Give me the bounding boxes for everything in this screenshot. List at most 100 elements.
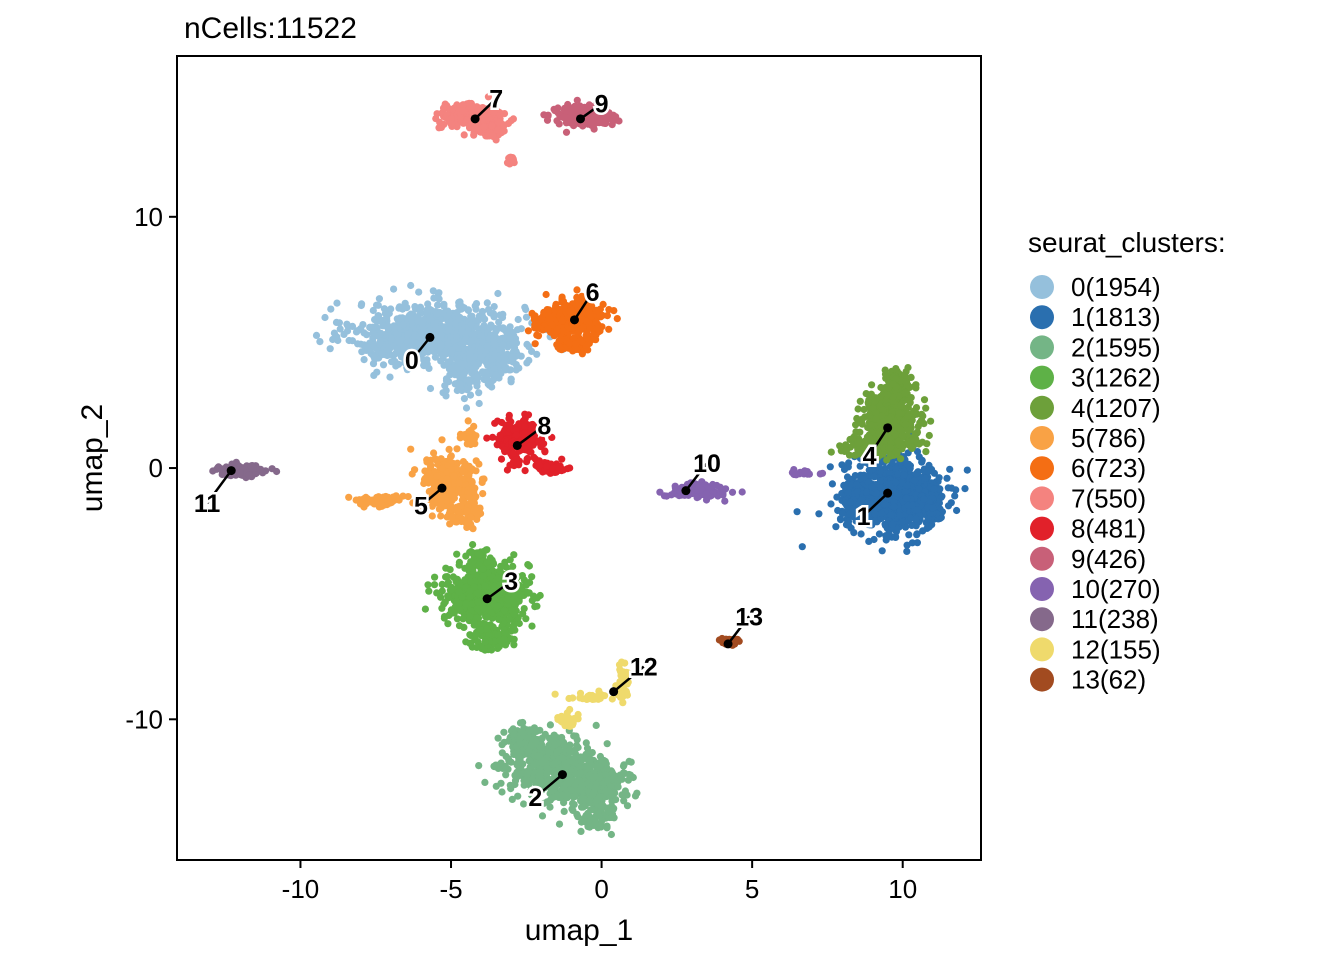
point-cluster-2 (519, 729, 527, 737)
point-cluster-3 (475, 550, 483, 559)
point-cluster-3 (525, 562, 534, 570)
point-cluster-0 (447, 346, 456, 354)
point-cluster-0 (458, 328, 466, 336)
point-cluster-4 (918, 410, 926, 418)
point-cluster-4 (920, 396, 929, 404)
point-cluster-1 (911, 476, 919, 485)
point-cluster-0 (330, 329, 338, 337)
point-cluster-1 (913, 539, 922, 547)
point-cluster-0 (352, 328, 361, 336)
point-cluster-0 (409, 338, 417, 346)
point-cluster-1 (888, 520, 896, 529)
point-cluster-5 (363, 499, 371, 507)
point-cluster-3 (466, 612, 474, 620)
point-cluster-0 (452, 332, 461, 341)
point-cluster-2 (519, 760, 527, 768)
point-cluster-2 (577, 762, 585, 770)
point-cluster-2 (589, 773, 597, 782)
point-cluster-3 (453, 550, 461, 558)
point-cluster-2 (601, 757, 610, 766)
point-cluster-0 (429, 287, 437, 295)
point-cluster-0 (433, 310, 442, 318)
point-cluster-3 (467, 631, 475, 640)
point-cluster-2 (560, 741, 568, 750)
point-cluster-3 (510, 610, 518, 619)
point-cluster-1 (865, 537, 873, 546)
point-cluster-5 (464, 518, 472, 527)
point-cluster-5 (455, 479, 463, 487)
point-cluster-0 (460, 304, 468, 312)
point-cluster-4 (925, 431, 933, 440)
point-cluster-3 (528, 573, 536, 581)
point-cluster-0 (522, 305, 530, 314)
point-cluster-2 (577, 818, 586, 826)
point-cluster-4 (853, 414, 861, 423)
point-cluster-2 (589, 790, 597, 798)
point-cluster-2 (551, 741, 559, 749)
point-cluster-1 (846, 498, 854, 506)
point-cluster-5 (430, 497, 439, 505)
point-cluster-1 (875, 463, 883, 471)
point-cluster-0 (427, 340, 435, 348)
point-cluster-1 (912, 522, 920, 530)
point-cluster-2 (597, 802, 605, 810)
point-cluster-0 (445, 326, 453, 334)
point-cluster-2 (555, 820, 564, 828)
point-cluster-5 (377, 500, 385, 508)
point-cluster-1 (908, 539, 917, 547)
point-cluster-4 (912, 435, 920, 443)
point-cluster-4 (864, 399, 872, 407)
point-cluster-4 (852, 421, 860, 429)
point-cluster-2 (558, 733, 566, 742)
point-cluster-5 (345, 493, 353, 501)
point-cluster-3 (510, 551, 518, 559)
point-cluster-0 (374, 332, 382, 340)
point-cluster-0 (437, 357, 445, 365)
point-cluster-2 (507, 785, 515, 793)
point-cluster-6 (531, 340, 539, 348)
point-cluster-2 (514, 792, 522, 800)
point-cluster-2 (567, 776, 575, 785)
point-cluster-2 (527, 742, 535, 750)
point-cluster-2 (603, 740, 611, 748)
point-cluster-3 (481, 638, 489, 646)
point-cluster-5 (458, 466, 466, 474)
point-cluster-3 (466, 592, 474, 601)
point-cluster-0 (391, 324, 399, 332)
point-cluster-3 (503, 595, 511, 604)
point-cluster-2 (494, 734, 502, 742)
point-cluster-1 (875, 530, 884, 538)
point-cluster-3 (507, 627, 515, 635)
point-cluster-0 (456, 298, 464, 306)
point-cluster-1 (961, 485, 969, 493)
point-cluster-3 (431, 573, 439, 581)
point-cluster-5 (421, 474, 429, 483)
point-cluster-0 (423, 356, 431, 364)
point-cluster-5 (392, 492, 400, 500)
series-cluster-0 (312, 281, 579, 412)
point-cluster-0 (453, 309, 461, 317)
point-cluster-2 (497, 779, 505, 787)
point-cluster-0 (360, 329, 368, 337)
point-cluster-5 (437, 512, 445, 520)
point-cluster-0 (506, 334, 514, 342)
point-cluster-1 (878, 547, 886, 555)
point-cluster-3 (495, 643, 503, 651)
point-cluster-1 (920, 495, 928, 503)
point-cluster-6 (605, 325, 613, 333)
point-cluster-3 (500, 635, 508, 643)
point-cluster-1 (862, 488, 871, 496)
point-cluster-0 (533, 350, 541, 358)
point-cluster-4 (883, 391, 892, 399)
point-cluster-4 (860, 405, 868, 414)
point-cluster-0 (502, 328, 510, 336)
point-cluster-3 (469, 541, 477, 549)
point-cluster-0 (336, 325, 344, 333)
point-cluster-0 (499, 310, 507, 318)
point-cluster-0 (460, 395, 468, 403)
point-cluster-2 (582, 739, 590, 747)
point-cluster-1 (930, 469, 939, 477)
point-cluster-0 (379, 361, 388, 369)
point-cluster-0 (340, 330, 348, 338)
point-cluster-0 (495, 335, 504, 344)
